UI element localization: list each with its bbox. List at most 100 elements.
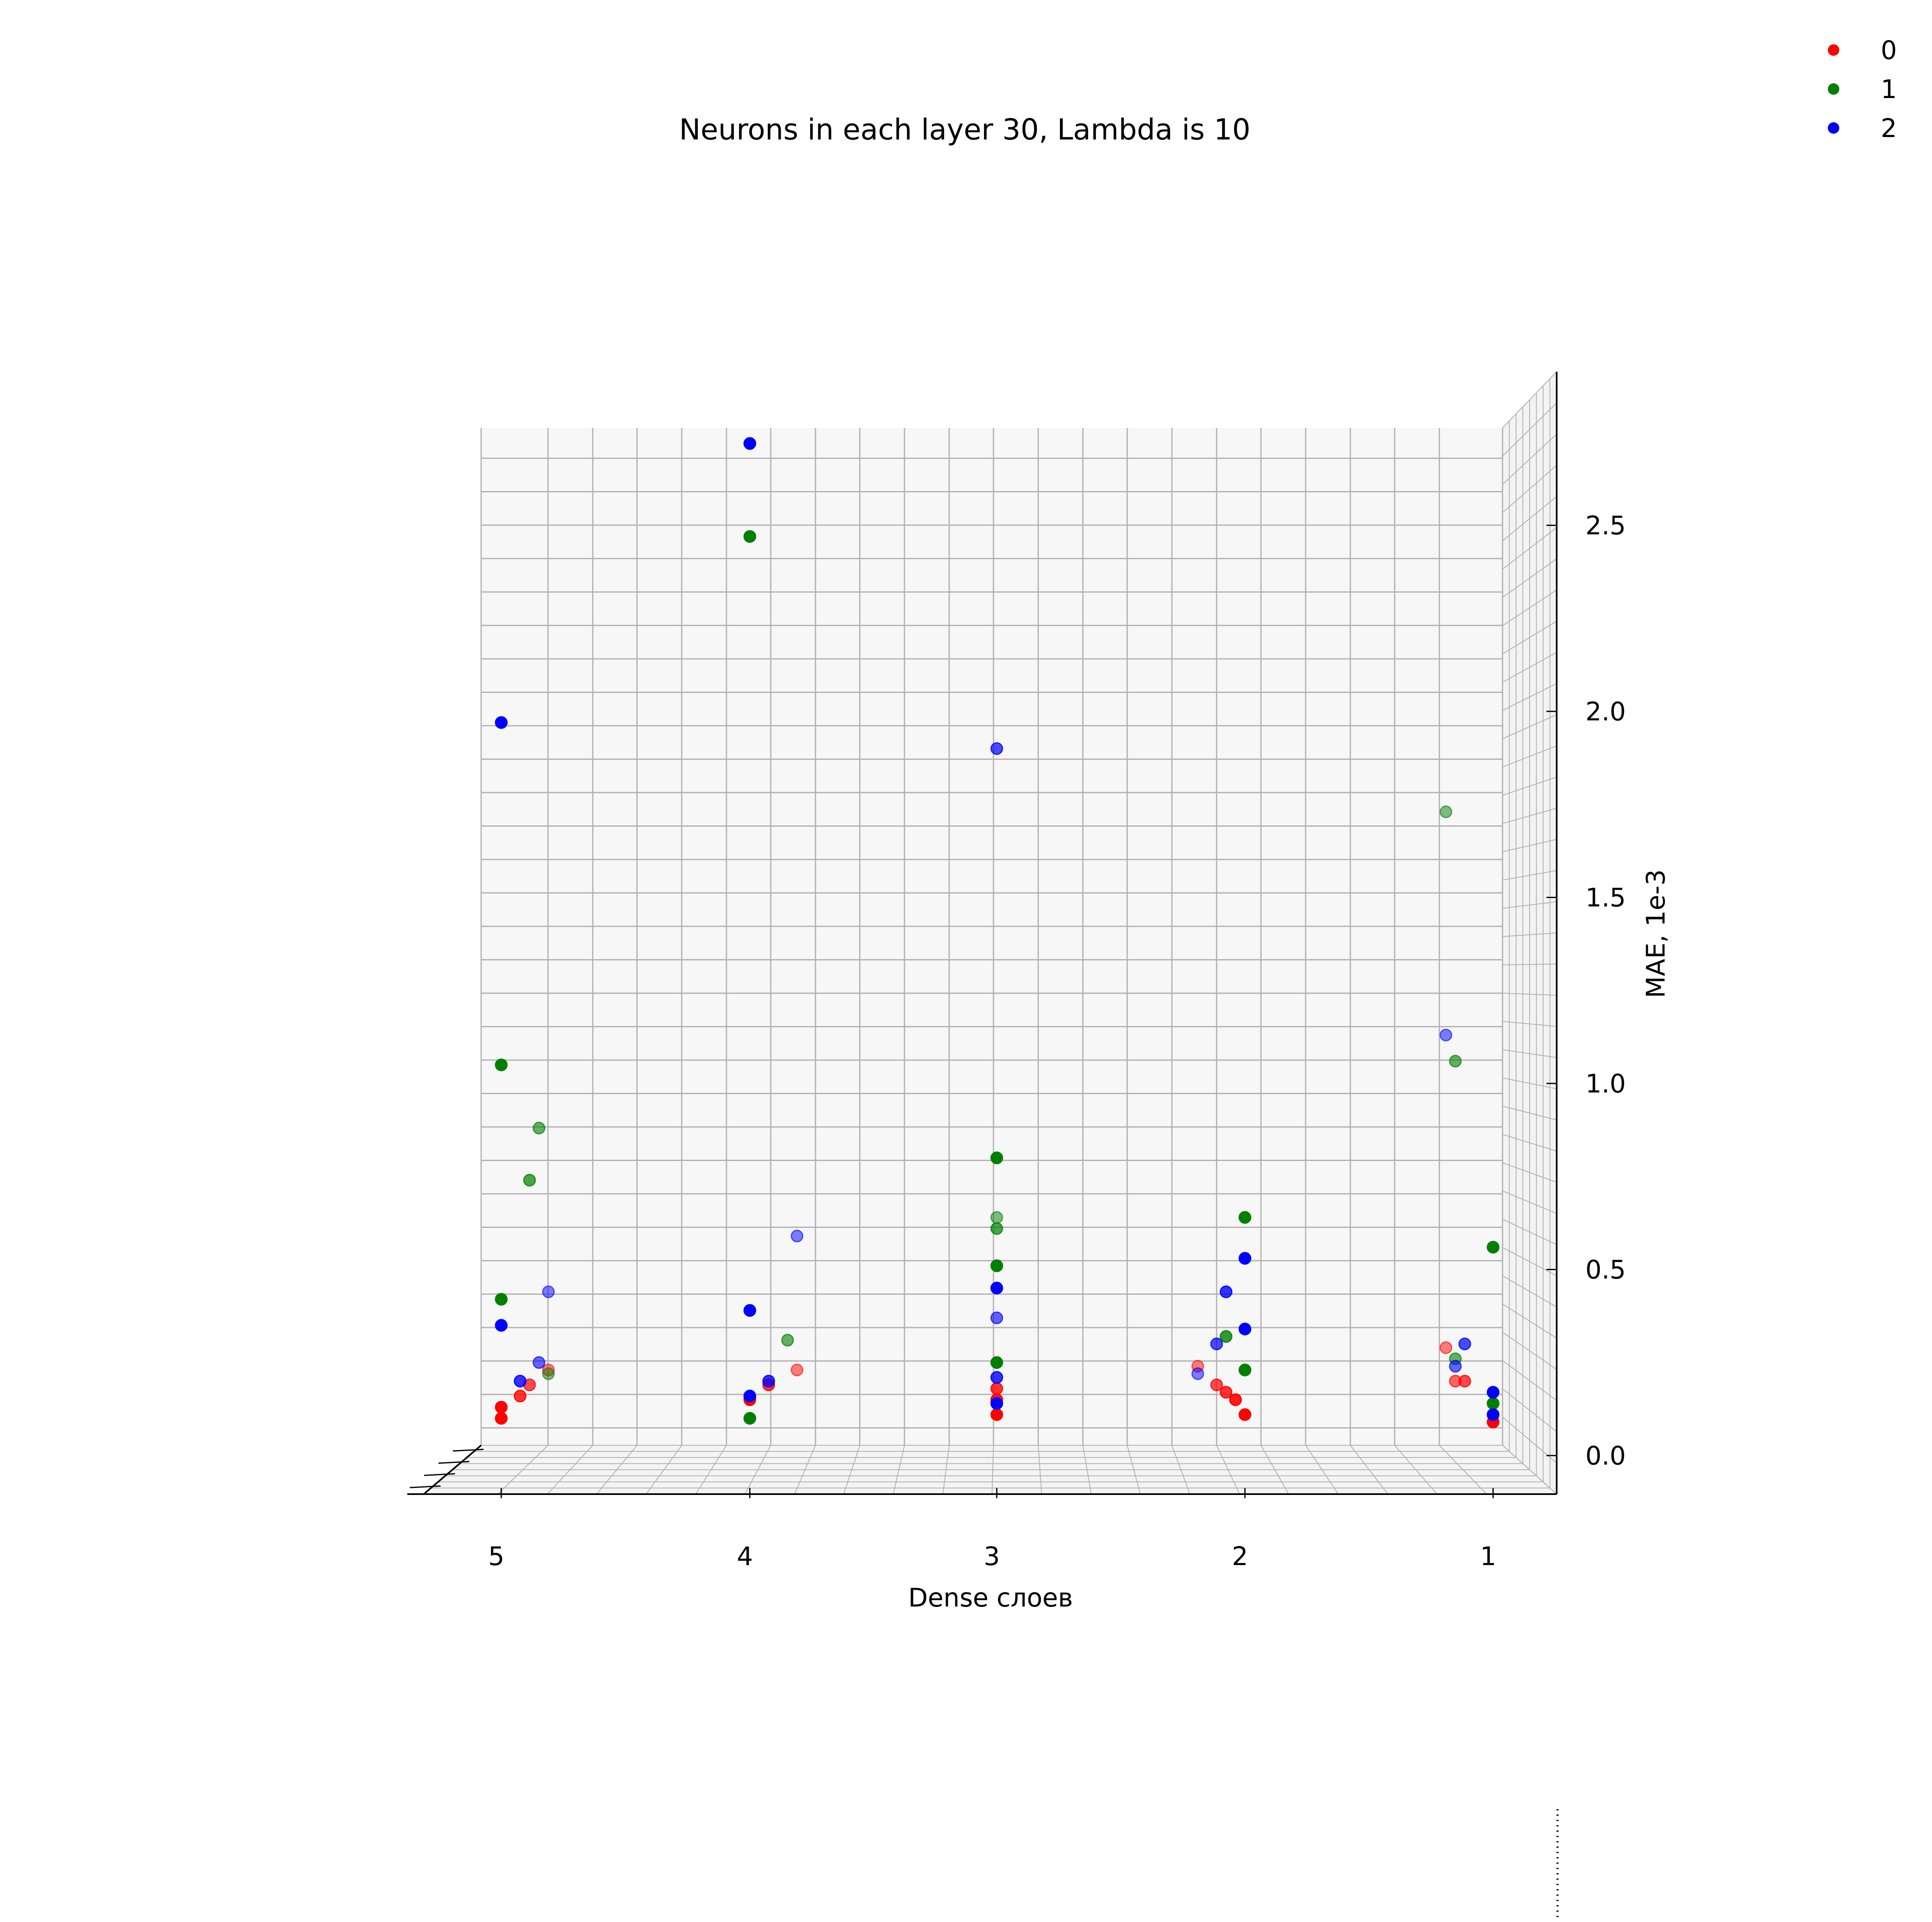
floor-converging-line bbox=[1172, 1445, 1190, 1495]
y-axis-label: MAE, 1e-3 bbox=[1641, 869, 1671, 998]
x-axis-label: Dense слоев bbox=[908, 1583, 1073, 1613]
point-series-1 bbox=[990, 1211, 1003, 1224]
floor-converging-line bbox=[695, 1445, 727, 1495]
floor-converging-line bbox=[1216, 1445, 1240, 1495]
x-tick-label: 4 bbox=[737, 1541, 753, 1571]
point-series-2 bbox=[762, 1375, 775, 1388]
point-series-0 bbox=[514, 1390, 527, 1403]
y-tick-label: 0.5 bbox=[1585, 1255, 1626, 1285]
y-tick-label: 2.5 bbox=[1585, 511, 1626, 541]
x-tick-label: 3 bbox=[984, 1541, 1000, 1571]
point-series-0 bbox=[1238, 1408, 1251, 1421]
point-series-2 bbox=[1449, 1360, 1462, 1373]
floor-converging-line bbox=[1127, 1445, 1141, 1495]
point-series-1 bbox=[1487, 1241, 1500, 1254]
legend-label: 1 bbox=[1881, 74, 1897, 104]
floor-converging-line bbox=[794, 1445, 816, 1495]
point-series-2 bbox=[990, 1282, 1003, 1295]
floor-converging-line bbox=[1502, 1445, 1557, 1495]
point-series-0 bbox=[990, 1382, 1003, 1395]
legend: 0 1 2 bbox=[1828, 35, 1897, 143]
point-series-2 bbox=[1487, 1408, 1500, 1421]
back-pane bbox=[481, 428, 1503, 1445]
point-series-1 bbox=[495, 1293, 508, 1306]
depth-tick bbox=[424, 1473, 455, 1476]
point-series-1 bbox=[495, 1058, 508, 1072]
grid-lines bbox=[423, 371, 1557, 1495]
x-tick-label: 1 bbox=[1480, 1541, 1496, 1571]
point-series-2 bbox=[495, 716, 508, 729]
y-tick-label: 0.0 bbox=[1585, 1441, 1626, 1471]
point-series-2 bbox=[1458, 1337, 1471, 1351]
point-series-1 bbox=[990, 1222, 1003, 1235]
point-series-2 bbox=[990, 1371, 1003, 1384]
chart-title: Neurons in each layer 30, Lambda is 10 bbox=[679, 113, 1251, 146]
floor-converging-line bbox=[893, 1445, 905, 1495]
point-series-2 bbox=[542, 1285, 555, 1298]
point-series-2 bbox=[532, 1356, 546, 1369]
point-series-2 bbox=[743, 1390, 756, 1403]
point-series-1 bbox=[743, 530, 756, 543]
floor-converging-line bbox=[1038, 1445, 1042, 1495]
depth-tick bbox=[438, 1461, 470, 1464]
axes-lines bbox=[407, 372, 1557, 1495]
point-series-2 bbox=[790, 1230, 804, 1243]
point-series-2 bbox=[1210, 1337, 1223, 1351]
point-series-2 bbox=[1487, 1386, 1500, 1399]
point-series-0 bbox=[1449, 1375, 1462, 1388]
floor-converging-line bbox=[1305, 1445, 1339, 1495]
floor-converging-line bbox=[1394, 1445, 1438, 1495]
point-series-2 bbox=[1191, 1367, 1204, 1380]
point-series-1 bbox=[990, 1151, 1003, 1164]
y-tick-label: 1.5 bbox=[1585, 883, 1626, 913]
point-series-1 bbox=[1238, 1211, 1251, 1224]
point-series-2 bbox=[1219, 1285, 1233, 1298]
point-series-1 bbox=[1238, 1363, 1251, 1376]
depth-tick bbox=[452, 1449, 484, 1452]
floor-converging-line bbox=[646, 1445, 682, 1495]
point-series-0 bbox=[1219, 1386, 1233, 1399]
point-series-0 bbox=[1439, 1341, 1452, 1354]
point-series-0 bbox=[495, 1412, 508, 1425]
floor-converging-line bbox=[1350, 1445, 1388, 1495]
data-points bbox=[495, 437, 1500, 1428]
floor-converging-line bbox=[596, 1445, 637, 1495]
floor-converging-line bbox=[1439, 1445, 1487, 1495]
point-series-2 bbox=[990, 742, 1003, 755]
y-tick-labels: 0.0 0.5 1.0 1.5 2.0 2.5 bbox=[1546, 511, 1626, 1471]
point-series-1 bbox=[990, 1356, 1003, 1369]
point-series-1 bbox=[532, 1122, 546, 1135]
point-series-0 bbox=[990, 1408, 1003, 1421]
point-series-2 bbox=[1439, 1028, 1452, 1042]
point-series-1 bbox=[990, 1259, 1003, 1272]
point-series-1 bbox=[1439, 805, 1452, 818]
legend-marker-1 bbox=[1828, 83, 1839, 95]
point-series-1 bbox=[781, 1334, 794, 1347]
legend-label: 2 bbox=[1881, 113, 1897, 143]
point-series-1 bbox=[523, 1174, 536, 1187]
legend-marker-0 bbox=[1828, 44, 1839, 56]
floor-converging-line bbox=[991, 1445, 994, 1495]
floor-converging-line bbox=[843, 1445, 860, 1495]
y-tick-label: 1.0 bbox=[1585, 1069, 1626, 1099]
legend-label: 0 bbox=[1881, 35, 1897, 65]
point-series-0 bbox=[1210, 1378, 1223, 1392]
point-series-2 bbox=[743, 437, 756, 450]
y-tick-label: 2.0 bbox=[1585, 697, 1626, 727]
floor-converging-line bbox=[498, 1445, 548, 1495]
floor-converging-line bbox=[1082, 1445, 1092, 1495]
x-tick-label: 2 bbox=[1232, 1541, 1248, 1571]
legend-marker-2 bbox=[1828, 122, 1839, 134]
point-series-1 bbox=[1487, 1397, 1500, 1410]
depth-tick bbox=[409, 1485, 441, 1488]
x-tick-labels: 5 4 3 2 1 bbox=[488, 1488, 1496, 1571]
point-series-0 bbox=[1229, 1393, 1242, 1406]
point-series-2 bbox=[990, 1397, 1003, 1410]
floor-converging-line bbox=[942, 1445, 950, 1495]
point-series-2 bbox=[743, 1304, 756, 1317]
point-series-2 bbox=[514, 1375, 527, 1388]
floor-converging-line bbox=[744, 1445, 771, 1495]
point-series-1 bbox=[743, 1412, 756, 1425]
